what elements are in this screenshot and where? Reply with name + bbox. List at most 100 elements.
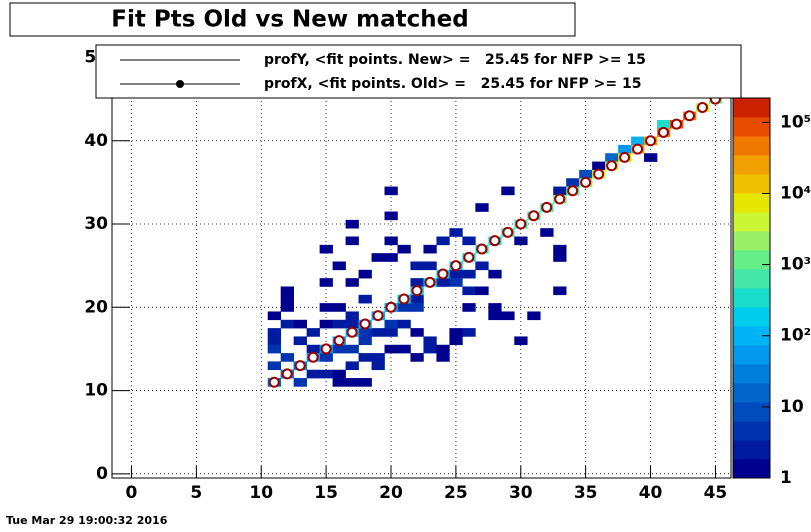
- profile-marker: [515, 218, 527, 230]
- heatmap-cell: [527, 311, 541, 321]
- legend-box: [95, 44, 742, 99]
- palette-band: [733, 250, 770, 270]
- heatmap-cell: [566, 178, 580, 187]
- profile-marker: [398, 293, 410, 305]
- heatmap-cell: [436, 278, 450, 287]
- heatmap-cell: [449, 336, 463, 346]
- heatmap-cell: [267, 311, 282, 321]
- palette-band: [733, 193, 770, 213]
- heatmap-cell: [410, 328, 424, 337]
- palette-band: [733, 364, 770, 384]
- heatmap-cell: [319, 319, 333, 329]
- profile-marker: [580, 176, 592, 188]
- heatmap-cell: [423, 244, 437, 254]
- date-stamp: Tue Mar 29 19:00:32 2016: [6, 514, 168, 527]
- palette-band: [733, 174, 770, 194]
- heatmap-cell: [397, 344, 411, 354]
- heatmap-cell: [553, 244, 567, 254]
- heatmap-cell: [371, 253, 385, 262]
- heatmap-cell: [280, 319, 294, 329]
- profile-marker: [281, 368, 293, 380]
- palette-band: [733, 459, 770, 479]
- heatmap-cell: [410, 353, 424, 362]
- heatmap-cell: [423, 336, 437, 346]
- profile-marker: [696, 101, 708, 113]
- heatmap-cell: [488, 269, 502, 279]
- x-tick-label: 20: [379, 483, 403, 503]
- x-tick-label: 10: [249, 483, 273, 503]
- heatmap-cell: [345, 311, 359, 321]
- heatmap-cell: [280, 294, 294, 304]
- heatmap-cell: [280, 286, 294, 296]
- x-tick-label: 45: [704, 483, 728, 503]
- palette-band: [733, 440, 770, 460]
- profile-marker: [554, 193, 566, 205]
- profile-marker: [632, 143, 644, 155]
- palette-band: [733, 98, 770, 118]
- heatmap-cell: [332, 344, 346, 354]
- profile-marker: [567, 185, 579, 197]
- chart-title: Fit Pts Old vs New matched: [111, 7, 468, 33]
- heatmap-cell: [488, 311, 502, 321]
- heatmap-cell: [267, 361, 282, 371]
- heatmap-cell: [436, 353, 450, 362]
- heatmap-cell: [449, 278, 463, 287]
- profile-marker: [424, 276, 436, 288]
- heatmap-cell: [397, 319, 411, 329]
- heatmap-cell: [332, 261, 346, 271]
- profile-marker: [541, 201, 553, 213]
- profile-marker: [683, 110, 695, 122]
- heatmap-cell: [293, 319, 307, 329]
- heatmap-cell: [267, 336, 282, 346]
- heatmap-cell: [397, 244, 411, 254]
- heatmap-cell: [553, 253, 567, 262]
- profile-marker: [359, 318, 371, 330]
- heatmap-cell: [449, 228, 463, 237]
- z-tick-label: 10⁴: [780, 183, 811, 203]
- heatmap-cell: [384, 236, 398, 246]
- palette-band: [733, 136, 770, 156]
- heatmap-cell: [358, 269, 372, 279]
- heatmap-cell: [293, 336, 307, 346]
- x-tick-label: 35: [574, 483, 598, 503]
- heatmap-cell: [306, 328, 320, 337]
- heatmap-cell: [475, 286, 489, 296]
- y-tick-label: 20: [84, 297, 108, 317]
- heatmap-cell: [384, 328, 398, 337]
- palette-band: [733, 383, 770, 403]
- heatmap-cell: [319, 303, 333, 312]
- heatmap-cell: [358, 294, 372, 304]
- palette-band: [733, 269, 770, 289]
- palette-frame: [732, 97, 771, 479]
- profile-marker: [450, 260, 462, 272]
- x-tick-label: 0: [126, 483, 138, 503]
- heatmap-cell: [410, 294, 424, 304]
- heatmap-cell: [553, 286, 567, 296]
- heatmap-cell: [358, 378, 372, 387]
- heatmap-cell: [449, 328, 463, 337]
- x-tick-label: 30: [509, 483, 533, 503]
- heatmap-cell: [644, 153, 658, 162]
- z-tick-label: 1: [780, 468, 792, 488]
- heatmap-cell: [592, 161, 606, 171]
- profile-marker: [593, 168, 605, 180]
- heatmap-cell: [267, 328, 282, 337]
- heatmap-cell: [657, 119, 671, 129]
- heatmap-cell: [358, 353, 372, 362]
- profile-marker: [463, 251, 475, 263]
- heatmap-cell: [280, 353, 294, 362]
- x-tick-label: 40: [639, 483, 663, 503]
- z-tick-label: 10⁵: [780, 112, 811, 132]
- heatmap-cell: [462, 236, 476, 246]
- legend-label: profX, <fit points. Old> = 25.45 for NFP…: [264, 76, 641, 92]
- heatmap-cell: [384, 211, 398, 221]
- profile-marker: [333, 335, 345, 347]
- palette-band: [733, 231, 770, 251]
- heatmap-cell: [332, 378, 346, 387]
- heatmap-cell: [475, 203, 489, 212]
- heatmap-cell: [423, 344, 437, 354]
- heatmap-cell: [410, 261, 424, 271]
- heatmap-cell: [436, 236, 450, 246]
- heatmap-cell: [462, 303, 476, 312]
